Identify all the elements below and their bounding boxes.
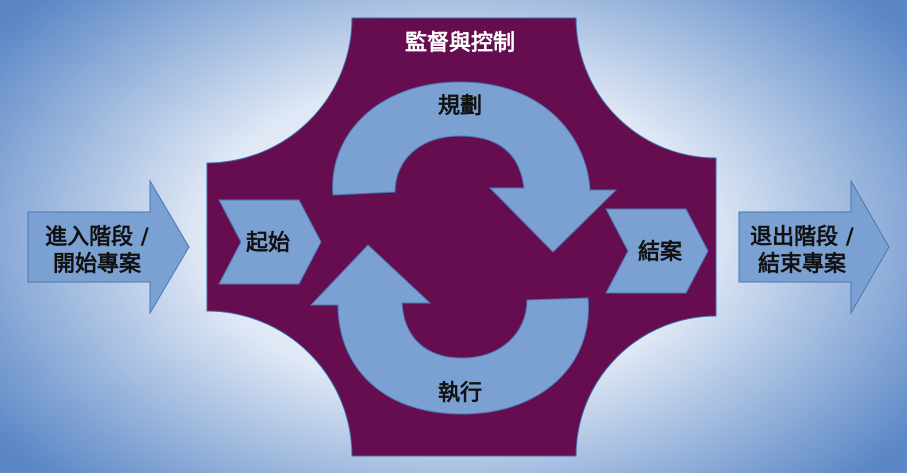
monitoring-frame: [206, 17, 717, 457]
planning-label: 規劃: [438, 94, 482, 119]
entry-arrow: [27, 179, 190, 315]
exit-arrow: [738, 179, 890, 315]
executing-label: 執行: [438, 380, 482, 406]
planning-cycle-arrow: [332, 81, 618, 253]
exit-label-line1: 退出階段 /: [750, 224, 855, 250]
closing-chevron: [605, 208, 709, 294]
closing-label: 結案: [638, 239, 683, 265]
monitoring-control-label: 監督與控制: [405, 30, 515, 56]
executing-cycle-arrow: [309, 244, 589, 415]
entry-label-line1: 進入階段 /: [45, 224, 150, 250]
initiating-label: 起始: [245, 230, 290, 256]
entry-label-line2: 開始專案: [53, 251, 142, 277]
initiating-chevron: [218, 199, 322, 285]
exit-label-line2: 結束專案: [758, 251, 847, 277]
